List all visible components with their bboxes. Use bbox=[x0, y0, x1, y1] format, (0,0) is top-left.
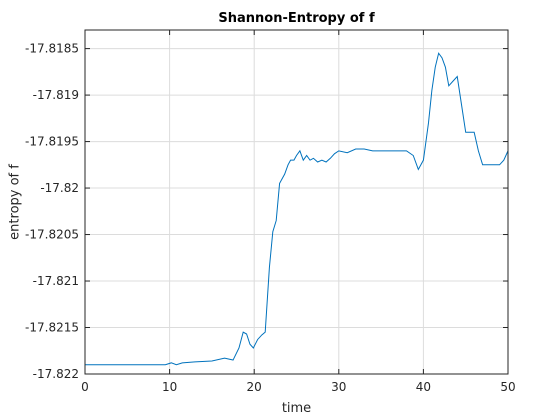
x-tick-label: 40 bbox=[416, 380, 431, 394]
y-tick-label: -17.8195 bbox=[25, 135, 79, 149]
chart-title: Shannon-Entropy of f bbox=[218, 11, 375, 26]
plot-area bbox=[85, 30, 508, 374]
series-layer bbox=[85, 52, 509, 366]
x-tick-label: 20 bbox=[247, 380, 262, 394]
series-line bbox=[85, 52, 509, 366]
x-axis-label: time bbox=[282, 401, 311, 416]
x-tick-label: 0 bbox=[81, 380, 89, 394]
plot-frame bbox=[84, 29, 509, 375]
ticks-layer: 0 10 20 30 40 50 -17.822 -17.8215 -17.821 -17.820… bbox=[25, 30, 516, 394]
x-tick-label: 50 bbox=[500, 380, 515, 394]
x-tick-label: 10 bbox=[162, 380, 177, 394]
y-tick-label: -17.82 bbox=[40, 181, 79, 195]
x-tick-label: 30 bbox=[331, 380, 346, 394]
y-axis-label: entropy of f bbox=[8, 164, 23, 240]
y-tick-label: -17.8215 bbox=[25, 321, 79, 335]
y-tick-label: -17.8205 bbox=[25, 228, 79, 242]
y-tick-label: -17.822 bbox=[33, 367, 79, 381]
y-tick-label: -17.819 bbox=[33, 88, 79, 102]
y-tick-label: -17.821 bbox=[33, 274, 79, 288]
y-tick-label: -17.8185 bbox=[25, 42, 79, 56]
